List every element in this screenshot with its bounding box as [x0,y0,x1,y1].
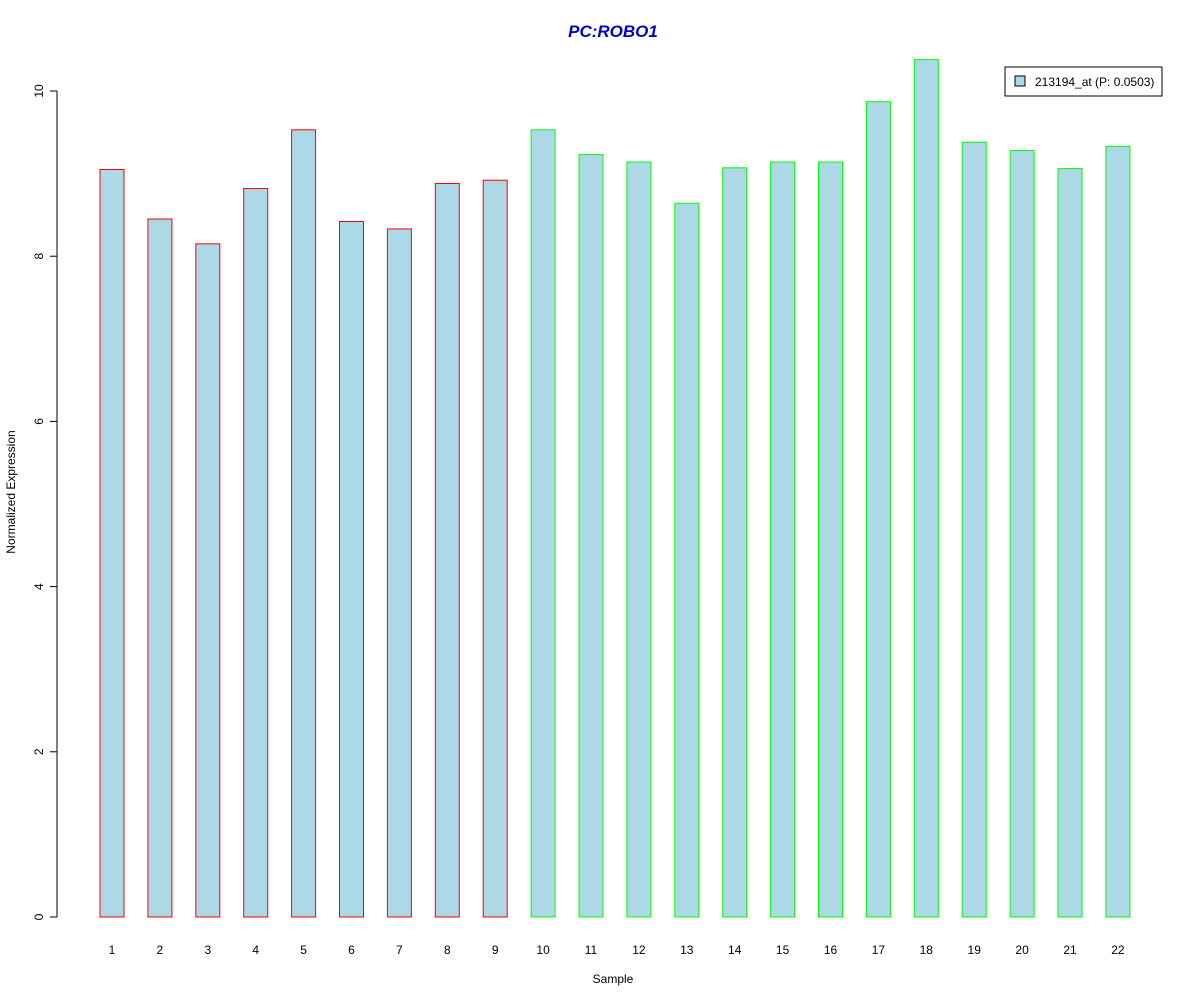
legend-label: 213194_at (P: 0.0503) [1035,75,1154,89]
bar-sample-2 [147,218,173,918]
bar-sample-8 [434,183,460,918]
chart-title: PC:ROBO1 [568,22,658,41]
x-tick-labels: 1 2 3 4 5 6 7 8 9 10 11 12 13 14 15 16 17 18 19 20 21 22 [109,943,1125,957]
legend: 213194_at (P: 0.0503) [1004,66,1163,97]
x-tick-label: 5 [300,943,307,957]
x-tick-label: 1 [109,943,116,957]
bar-sample-1 [99,169,125,918]
bars-group [99,59,1131,918]
x-tick-label: 2 [157,943,164,957]
x-tick-label: 16 [824,943,838,957]
bar-sample-12 [626,161,652,918]
x-tick-label: 10 [536,943,550,957]
x-tick-label: 14 [728,943,742,957]
bar-sample-7 [386,228,412,918]
y-tick-label: 4 [32,583,46,590]
x-tick-label: 8 [444,943,451,957]
bar-sample-16 [818,161,843,918]
bar-sample-14 [722,167,748,918]
legend-swatch [1014,75,1026,87]
x-tick-label: 18 [920,943,934,957]
x-tick-label: 20 [1015,943,1029,957]
x-tick-label: 21 [1063,943,1077,957]
x-axis-label: Sample [593,972,634,986]
y-axis: 0 2 4 6 8 10 [32,84,58,920]
bar-sample-5 [291,129,317,918]
x-tick-label: 3 [204,943,211,957]
bar-sample-22 [1105,145,1131,918]
bar-sample-15 [770,161,796,918]
bar-sample-9 [482,179,508,918]
y-tick-label: 8 [32,253,46,260]
y-tick-label: 10 [32,84,46,98]
x-tick-label: 6 [348,943,355,957]
bar-sample-10 [530,129,556,918]
x-tick-label: 15 [776,943,790,957]
legend-box [1004,66,1163,97]
bar-sample-3 [195,243,221,918]
x-tick-label: 13 [680,943,694,957]
bar-sample-18 [913,59,939,918]
bar-sample-17 [865,101,891,918]
x-tick-label: 7 [396,943,403,957]
bar-sample-11 [578,154,604,918]
x-tick-label: 4 [252,943,259,957]
y-axis-label: Normalized Expression [4,430,18,553]
y-tick-label: 6 [32,418,46,425]
x-tick-label: 9 [492,943,499,957]
bar-sample-21 [1057,168,1083,918]
bar-sample-19 [961,141,987,918]
x-tick-label: 17 [872,943,886,957]
x-tick-label: 11 [585,943,598,957]
x-tick-label: 12 [632,943,646,957]
y-tick-label: 0 [32,913,46,920]
y-tick-label: 2 [32,748,46,755]
bar-sample-4 [243,188,269,918]
bar-sample-20 [1009,150,1035,918]
bar-sample-6 [339,221,364,918]
x-tick-label: 22 [1111,943,1125,957]
x-tick-label: 19 [968,943,982,957]
bar-sample-13 [674,202,700,918]
